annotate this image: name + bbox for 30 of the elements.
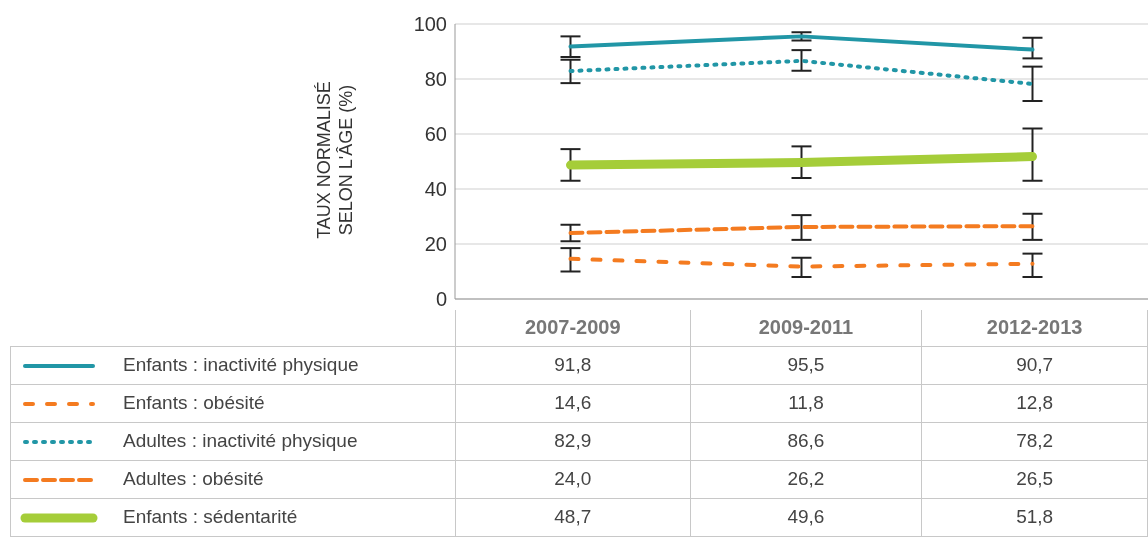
data-label: 78,2 bbox=[921, 422, 1148, 460]
data-label: 24,0 bbox=[455, 460, 691, 498]
data-label: 48,7 bbox=[455, 498, 691, 536]
data-label: 26,5 bbox=[921, 460, 1148, 498]
legend-label: Adultes : obésité bbox=[123, 468, 264, 489]
y-tick-label: 80 bbox=[424, 68, 447, 91]
y-tick-label: 60 bbox=[424, 123, 447, 146]
legend-label: Enfants : inactivité physique bbox=[123, 354, 359, 375]
data-label: 91,8 bbox=[455, 346, 691, 384]
x-tick-label: 2007-2009 bbox=[455, 310, 691, 346]
legend-label: Adultes : inactivité physique bbox=[123, 430, 358, 451]
y-tick-label: 20 bbox=[424, 233, 447, 256]
x-tick-label: 2009-2011 bbox=[690, 310, 922, 346]
data-label: 82,9 bbox=[455, 422, 691, 460]
data-label: 90,7 bbox=[921, 346, 1148, 384]
data-label: 86,6 bbox=[690, 422, 922, 460]
data-label: 12,8 bbox=[921, 384, 1148, 422]
data-label: 95,5 bbox=[690, 346, 922, 384]
data-label: 14,6 bbox=[455, 384, 691, 422]
x-tick-label: 2012-2013 bbox=[921, 310, 1148, 346]
data-label: 11,8 bbox=[690, 384, 922, 422]
legend-label: Enfants : sédentarité bbox=[123, 506, 298, 527]
y-tick-label: 100 bbox=[413, 13, 447, 36]
y-tick-label: 0 bbox=[435, 288, 447, 311]
data-label: 51,8 bbox=[921, 498, 1148, 536]
legend-label: Enfants : obésité bbox=[123, 392, 265, 413]
data-label: 26,2 bbox=[690, 460, 922, 498]
y-axis-title: TAUX NORMALISÉ SELON L'ÂGE (%) bbox=[313, 80, 357, 241]
data-label: 49,6 bbox=[690, 498, 922, 536]
y-tick-label: 40 bbox=[424, 178, 447, 201]
